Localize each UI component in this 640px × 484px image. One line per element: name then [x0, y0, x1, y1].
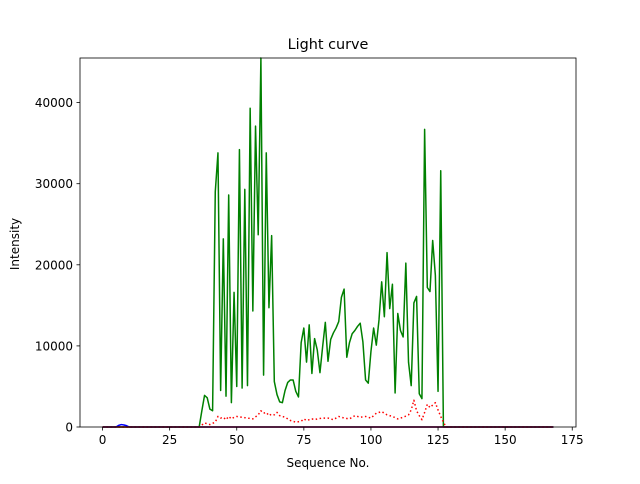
- x-tick-label: 175: [561, 433, 584, 447]
- y-tick-label: 30000: [35, 177, 73, 191]
- series-line-1: [102, 57, 554, 428]
- axes-layer: 0 25 50 75 100 125 150 175 0 10000 20000 30000 40000: [35, 57, 584, 447]
- x-tick-label: 25: [162, 433, 177, 447]
- x-tick-label: 125: [427, 433, 450, 447]
- chart-title: Light curve: [288, 37, 369, 53]
- plot-frame: [79, 57, 577, 428]
- series-line-2: [102, 399, 554, 428]
- x-tick-label: 100: [359, 433, 382, 447]
- x-tick-label: 50: [229, 433, 244, 447]
- series-layer: [102, 57, 554, 428]
- x-tick-label: 75: [296, 433, 311, 447]
- y-tick-label: 10000: [35, 339, 73, 353]
- x-tick-label: 0: [99, 433, 107, 447]
- x-axis-label: Sequence No.: [287, 456, 370, 470]
- y-axis-label: Intensity: [8, 218, 22, 270]
- y-tick-label: 20000: [35, 258, 73, 272]
- x-tick-label: 150: [494, 433, 517, 447]
- y-tick-label: 40000: [35, 96, 73, 110]
- y-tick-label: 0: [65, 421, 73, 435]
